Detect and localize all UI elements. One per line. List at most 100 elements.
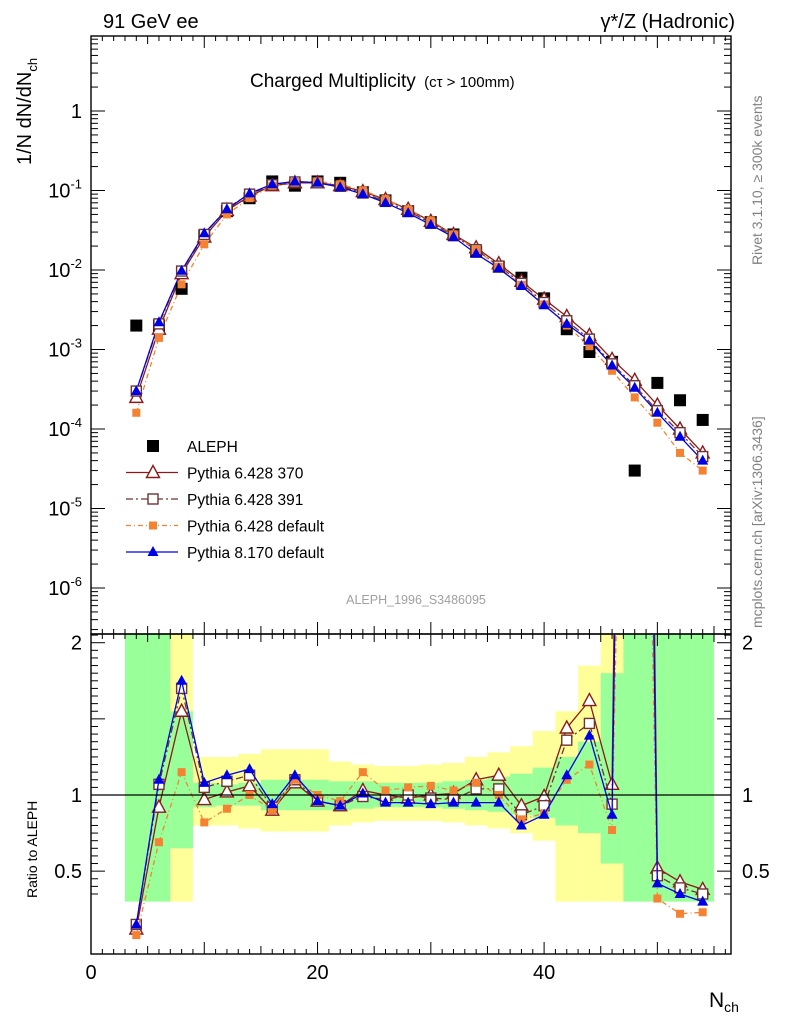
ratio-y-tick-label: 0.5 [54,861,82,883]
ratio-point [268,806,277,815]
legend-marker [145,464,161,479]
mc-point [608,366,617,375]
band-inner [124,634,148,902]
ratio-point [266,798,278,809]
chart-title: Charged Multiplicity (cτ > 100mm) [250,71,515,92]
x-tick-label: 40 [533,962,555,984]
header-right-label: γ*/Z (Hadronic) [601,11,735,33]
y-tick-label: 10-6 [48,574,82,600]
ratio-point [153,773,165,784]
ratio-point [491,766,507,781]
ratio-point [608,826,617,835]
chart-title-main: Charged Multiplicity [250,71,416,92]
mc-point [630,393,639,402]
mc-point [245,194,254,203]
mc-point [629,381,641,392]
main-series-line [135,181,704,458]
main-markers-4 [130,175,709,465]
ratio-point [674,887,686,898]
mc-point [154,333,163,342]
band-inner [646,634,669,902]
ratio-point [222,804,231,813]
axis-tick-labels: 0 20 40 1 10-1 10-2 10-3 10-4 10-5 10-6 0.5 0.5 1 1 2 2 [48,101,770,984]
ratio-point [380,796,392,807]
mc-point [493,262,505,273]
ratio-point [583,729,595,740]
legend-label: Pythia 8.170 default [187,545,325,562]
main-series-line [135,180,704,472]
ratio-point [176,674,188,685]
ratio-point [425,798,437,809]
ratio-y-tick-label: 1 [71,785,82,807]
ratio-point [472,778,481,787]
side-label-mcplots: mcplots.cern.ch [arXiv:1306.3436] [749,416,765,628]
ratio-panel-frame [90,633,732,955]
aleph-point [651,376,664,389]
ratio-point [515,819,527,830]
svg-text:1/N dN/dNch: 1/N dN/dNch [14,58,40,165]
legend-marker [147,546,159,556]
x-tick-label: 0 [85,962,96,984]
ratio-point [130,918,142,929]
mc-point [130,385,142,396]
aleph-point [696,413,709,426]
ratio-point [426,781,435,790]
ratio-point [196,791,212,806]
legend-label: Pythia 6.428 370 [187,466,304,483]
aleph-point [628,464,641,477]
x-tick-label: 20 [306,962,328,984]
ratio-point [198,776,210,787]
y-tick-label: 10-2 [48,256,82,282]
ratio-point [470,796,482,807]
side-label-rivet: Rivet 3.1.10, ≥ 300k events [749,95,765,265]
main-series-line [135,180,704,462]
legend: ALEPH Pythia 6.428 370 Pythia 6.428 391 Pyt… [126,439,325,562]
mc-point [447,231,459,242]
ratio-point [312,795,324,806]
band-inner [170,711,193,849]
ratio-point [517,815,526,824]
band-inner [691,634,715,902]
ratio-point [290,775,299,784]
mc-point [676,448,685,457]
ratio-point [559,719,575,734]
y-axis-label-ratio: Ratio to ALEPH [24,801,40,898]
ratio-series-3 [130,634,709,929]
aleph-point [130,319,143,332]
aleph-point [674,394,687,407]
band-inner [147,634,171,902]
ratio-series-0 [128,634,711,935]
ratio-point [697,895,709,906]
ratio-point [334,799,346,810]
analysis-label: ALEPH_1996_S3486095 [346,593,486,607]
ratio-point [562,775,571,784]
mc-point [606,359,618,370]
ratio-point [676,909,685,918]
ratio-y-tick-label-right: 0.5 [742,861,770,883]
mc-point [583,334,595,345]
ratio-point [177,768,186,777]
ratio-y-tick-label-right: 2 [742,633,753,655]
legend-label: ALEPH [187,439,238,456]
ratio-point [154,838,163,847]
mc-point [289,175,301,186]
ratio-point [538,808,550,819]
ratio-point [132,931,141,940]
legend-marker [149,521,157,530]
ratio-point [698,908,707,917]
ratio-point [651,877,663,888]
mc-point [698,466,707,475]
mc-point [402,207,414,218]
ratio-point [581,692,598,707]
ratio-point [151,798,167,813]
ratio-point [289,769,301,780]
ratio-point [173,702,190,717]
mc-point [515,279,527,290]
y-tick-label: 10-1 [48,177,82,203]
mc-point [177,280,186,289]
band-inner [668,634,692,902]
ratio-point [561,734,573,746]
ratio-point [447,796,459,807]
mc-point [357,188,369,199]
